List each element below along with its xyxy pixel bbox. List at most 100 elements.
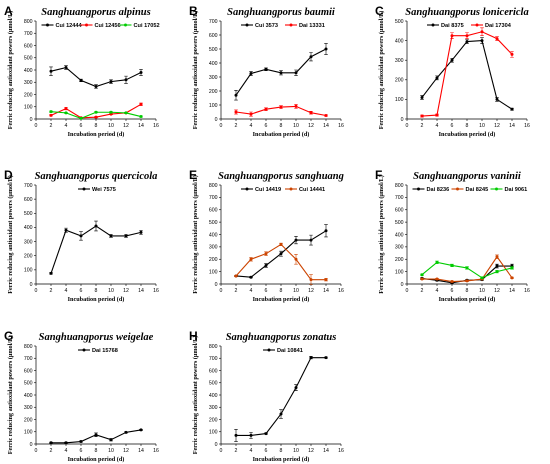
chart-panel-g: G Sanghuangporus weigelae 0 2 4 6 8 10 12 14 16 0 10… <box>4 329 159 463</box>
chart-panel-b: B Sanghuangporus baumii 0 2 4 6 8 10 12 14 16 0 100 2… <box>189 4 344 138</box>
y-tick-label: 400 <box>209 232 218 238</box>
y-tick-label: 100 <box>395 269 404 275</box>
data-point <box>324 278 328 282</box>
series-3 <box>49 110 143 120</box>
data-point <box>495 270 499 274</box>
data-point <box>279 412 283 416</box>
x-tick-label: 14 <box>138 448 144 454</box>
data-point <box>264 252 268 256</box>
x-axis-label: Incubation period (d) <box>253 131 310 138</box>
x-tick-label: 10 <box>108 448 114 454</box>
data-point <box>79 78 83 82</box>
x-tick-label: 2 <box>235 448 238 454</box>
legend-item: Cui 14441 <box>285 187 325 193</box>
panel-title: Sanghuangporus sanghuang <box>218 171 344 182</box>
series-line <box>421 261 513 279</box>
x-tick-label: 2 <box>421 288 424 294</box>
data-point <box>435 260 439 264</box>
y-tick-label: 100 <box>209 430 218 436</box>
y-tick-label: 300 <box>209 245 218 251</box>
legend-item: Dai 8375 <box>427 23 464 29</box>
y-tick-label: 800 <box>395 183 404 189</box>
legend-swatch-marker <box>289 187 293 191</box>
chart-panel-d: D Sanghuangporus quercicola 0 2 4 6 8 10 12 14 16 0… <box>4 168 159 303</box>
data-point <box>480 39 484 43</box>
y-tick-label: 400 <box>395 232 404 238</box>
series-2 <box>420 254 514 284</box>
x-tick-label: 0 <box>220 123 223 129</box>
legend-swatch-marker <box>82 348 86 352</box>
data-point <box>109 80 113 84</box>
legend-swatch-marker <box>495 187 498 191</box>
panel-title: Sanghuangporus weigelae <box>39 332 154 343</box>
y-tick-label: 800 <box>209 183 218 189</box>
y-tick-label: 200 <box>209 89 218 95</box>
y-tick-label: 300 <box>209 405 218 411</box>
y-tick-label: 200 <box>209 417 218 423</box>
x-tick-label: 12 <box>494 288 500 294</box>
data-point <box>124 111 128 115</box>
data-point <box>294 104 298 108</box>
y-tick-label: 800 <box>24 19 33 25</box>
series-line <box>236 357 326 436</box>
data-point <box>64 441 68 445</box>
y-tick-label: 500 <box>24 56 33 62</box>
data-point <box>309 111 313 115</box>
data-point <box>249 257 253 261</box>
data-point <box>420 95 424 99</box>
legend-swatch-marker <box>245 187 249 191</box>
data-point <box>94 224 98 228</box>
legend-swatch-marker <box>431 23 435 27</box>
chart-panel-a: A Sanghuangporus alpinus 0 2 4 6 8 10 12 14 16 0 100… <box>4 4 160 138</box>
x-tick-label: 12 <box>308 448 314 454</box>
y-tick-label: 200 <box>24 92 33 98</box>
data-point <box>465 266 469 270</box>
y-tick-label: 700 <box>24 183 33 189</box>
x-tick-label: 12 <box>308 123 314 129</box>
data-point <box>294 386 298 390</box>
x-tick-label: 6 <box>265 288 268 294</box>
data-point <box>420 273 424 277</box>
data-point <box>495 37 499 41</box>
y-tick-label: 600 <box>395 208 404 214</box>
y-tick-label: 600 <box>209 208 218 214</box>
x-tick-label: 16 <box>153 448 159 454</box>
data-point <box>279 105 283 109</box>
y-axis-label: Ferric reducing antioxidant powers (μmol… <box>192 175 199 294</box>
y-tick-label: 0 <box>401 282 404 288</box>
series-line <box>50 225 142 274</box>
y-tick-label: 0 <box>30 282 33 288</box>
y-tick-label: 400 <box>24 68 33 74</box>
y-axis-label: Ferric reducing antioxidant powers (μmol… <box>192 336 199 455</box>
y-tick-label: 700 <box>24 31 33 37</box>
x-tick-label: 0 <box>406 123 409 129</box>
legend-swatch-marker <box>475 23 479 27</box>
data-point <box>49 113 53 117</box>
y-tick-label: 500 <box>209 47 218 53</box>
x-tick-label: 8 <box>95 288 98 294</box>
x-tick-label: 0 <box>406 288 409 294</box>
series-line <box>235 243 326 281</box>
x-axis-label: Incubation period (d) <box>68 296 125 303</box>
x-tick-label: 14 <box>323 123 329 129</box>
x-tick-label: 4 <box>250 448 253 454</box>
y-tick-label: 600 <box>24 43 33 49</box>
x-tick-label: 8 <box>280 288 283 294</box>
y-tick-label: 100 <box>209 269 218 275</box>
legend-label: Cui 3573 <box>255 23 278 29</box>
series-1 <box>234 356 328 442</box>
y-axis-label: Ferric reducing antioxidant powers (μmol… <box>378 175 385 294</box>
x-tick-label: 2 <box>50 123 53 129</box>
x-tick-label: 8 <box>466 288 469 294</box>
data-point <box>124 430 128 434</box>
y-tick-label: 100 <box>24 268 33 274</box>
data-point <box>495 97 499 101</box>
y-tick-label: 300 <box>209 75 218 81</box>
y-tick-label: 500 <box>395 19 404 25</box>
x-tick-label: 14 <box>323 288 329 294</box>
x-tick-label: 6 <box>451 123 454 129</box>
y-tick-label: 700 <box>24 356 33 362</box>
x-tick-label: 12 <box>123 123 129 129</box>
legend-label: Dai 8245 <box>466 187 489 193</box>
